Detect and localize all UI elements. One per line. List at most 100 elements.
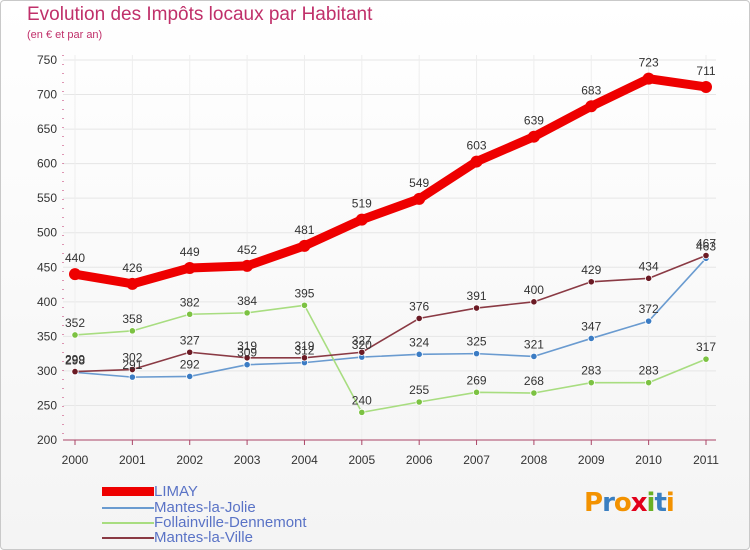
data-label: 639 [524, 114, 544, 128]
data-label: 449 [180, 245, 200, 259]
y-tick-label: 750 [37, 53, 57, 67]
data-point [413, 192, 426, 205]
data-label: 283 [639, 364, 659, 378]
y-tick-label: 250 [37, 398, 57, 412]
logo-letter: r [602, 488, 615, 518]
data-label: 319 [237, 339, 257, 353]
data-point [702, 251, 710, 260]
data-point [472, 350, 481, 358]
data-label: 347 [581, 319, 601, 333]
x-tick-label: 2000 [62, 453, 89, 467]
data-label: 240 [352, 393, 372, 407]
logo-letter: o [613, 488, 632, 518]
x-tick-label: 2010 [635, 453, 662, 467]
legend-swatch-mantes-la-jolie [102, 507, 154, 509]
data-point [243, 361, 251, 369]
data-point [530, 352, 538, 360]
data-point [472, 304, 481, 312]
data-label: 481 [294, 223, 314, 237]
data-label: 325 [467, 335, 487, 349]
data-label: 319 [294, 339, 314, 353]
data-point [128, 373, 136, 381]
x-tick-label: 2001 [119, 453, 146, 467]
x-tick-label: 2011 [693, 453, 719, 467]
data-label: 320 [352, 338, 372, 352]
data-label: 327 [180, 333, 200, 347]
y-tick-label: 350 [37, 329, 57, 343]
data-label: 283 [581, 364, 601, 378]
data-point [702, 355, 710, 363]
legend-label-mantes-la-ville: Mantes-la-Ville [154, 529, 253, 546]
data-label: 298 [65, 353, 85, 367]
data-point [186, 310, 194, 318]
data-label: 400 [524, 283, 544, 297]
data-point [415, 398, 423, 406]
data-label: 269 [467, 373, 487, 387]
x-tick-label: 2003 [234, 453, 261, 467]
x-tick-label: 2004 [291, 453, 318, 467]
data-point [183, 261, 196, 274]
data-label: 467 [696, 237, 716, 251]
logo-letter: t [654, 488, 666, 518]
chart-subtitle: (en € et par an) [27, 29, 103, 41]
legend-swatch-mantes-la-ville [102, 537, 154, 539]
x-tick-label: 2008 [521, 453, 548, 467]
data-point [470, 155, 483, 168]
data-point [186, 348, 194, 356]
logo-letter: P [584, 488, 603, 518]
data-point [243, 354, 251, 362]
logo-letter: i [665, 488, 675, 518]
data-point [527, 130, 540, 143]
data-label: 376 [409, 299, 429, 313]
data-point [71, 367, 79, 376]
x-tick-label: 2005 [348, 453, 375, 467]
data-label: 395 [294, 286, 314, 300]
data-label: 519 [352, 197, 372, 211]
data-point [587, 379, 595, 387]
data-label: 711 [696, 64, 715, 78]
data-point [298, 239, 311, 252]
y-tick-label: 500 [37, 226, 57, 240]
data-point [587, 334, 595, 343]
data-point [415, 314, 423, 322]
data-point [186, 372, 194, 381]
series-line-follainville-dennemont [74, 304, 707, 414]
data-point [700, 80, 712, 93]
data-label: 292 [180, 357, 200, 371]
y-tick-label: 650 [37, 122, 57, 136]
data-label: 603 [467, 139, 487, 153]
logo-letter: i [646, 488, 656, 518]
data-point [71, 331, 79, 339]
data-label: 463 [696, 239, 716, 253]
x-tick-label: 2002 [176, 453, 203, 467]
data-point [128, 365, 136, 374]
data-label: 440 [65, 251, 85, 265]
legend-label-limay: LIMAY [154, 483, 198, 500]
data-point [530, 389, 538, 397]
data-label: 327 [352, 333, 372, 347]
data-label: 317 [696, 340, 716, 354]
y-tick-label: 400 [37, 295, 57, 309]
x-tick-label: 2006 [406, 453, 433, 467]
data-label: 384 [237, 294, 257, 308]
data-point [69, 268, 81, 281]
data-label: 302 [122, 351, 142, 365]
data-label: 299 [65, 353, 85, 367]
data-label: 429 [581, 263, 601, 277]
data-label: 426 [122, 261, 142, 275]
y-tick-label: 300 [37, 364, 57, 378]
y-tick-label: 600 [37, 157, 57, 171]
data-point [642, 72, 655, 85]
data-point [126, 277, 139, 290]
data-point [243, 309, 251, 317]
data-point [585, 100, 598, 113]
data-point [587, 278, 595, 286]
data-point [645, 379, 653, 387]
data-label: 549 [409, 176, 429, 190]
series-line-mantes-la-jolie [74, 257, 707, 378]
chart-title: Evolution des Impôts locaux par Habitant [27, 4, 373, 25]
legend-swatch-follainville-dennemont [102, 522, 154, 524]
data-label: 434 [639, 259, 659, 273]
legend-label-mantes-la-jolie: Mantes-la-Jolie [154, 499, 256, 516]
